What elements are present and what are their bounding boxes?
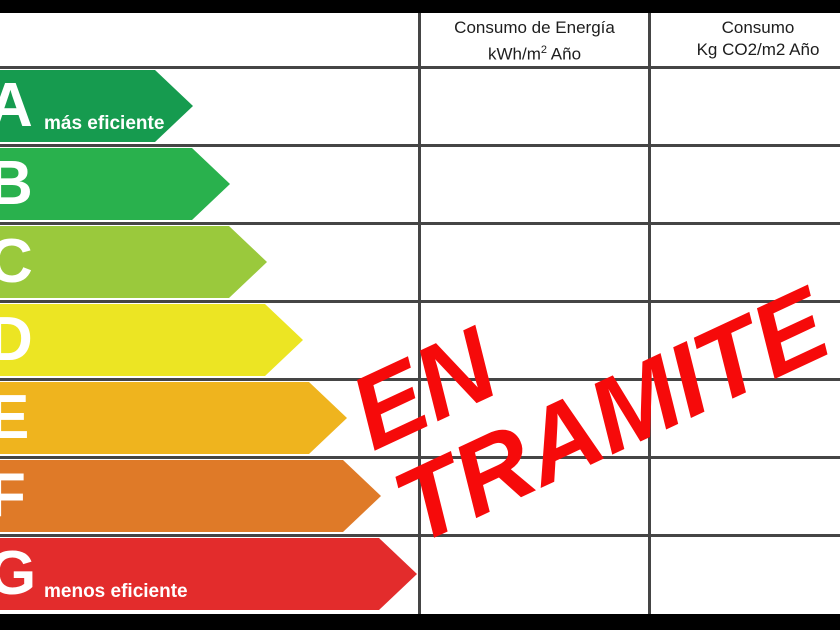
- rating-letter-f: F: [0, 461, 26, 530]
- rating-arrow-c: C: [0, 226, 267, 298]
- header-consumo-energia-line2: kWh/m2 Año: [487, 44, 582, 64]
- row-divider: [0, 378, 840, 381]
- row-divider: [0, 66, 840, 69]
- column-divider-co2: [648, 13, 651, 614]
- letterbox-bottom-bar: [0, 614, 840, 630]
- column-divider-energy: [418, 13, 421, 614]
- rating-arrow-g: G menos eficiente: [0, 538, 417, 610]
- rating-letter-c: C: [0, 227, 33, 296]
- rating-letter-d: D: [0, 305, 33, 374]
- rating-letter-e: E: [0, 383, 30, 452]
- row-divider: [0, 456, 840, 459]
- header-consumo-energia-line1: Consumo de Energía: [454, 18, 615, 37]
- row-divider: [0, 300, 840, 303]
- rating-note-g: menos eficiente: [44, 581, 188, 602]
- rating-arrow-f: F: [0, 460, 381, 532]
- rating-arrow-b: B: [0, 148, 230, 220]
- rating-arrow-e: E: [0, 382, 347, 454]
- header-consumo-co2-line2: Kg CO2/m2 Año: [696, 40, 820, 59]
- rating-arrow-a: A más eficiente: [0, 70, 193, 142]
- header-consumo-co2: Consumo Kg CO2/m2 Año: [652, 17, 840, 61]
- rating-letter-g: G: [0, 539, 37, 608]
- rating-letter-a: A: [0, 71, 33, 140]
- row-divider: [0, 534, 840, 537]
- rating-arrow-d: D: [0, 304, 303, 376]
- rating-note-a: más eficiente: [44, 113, 165, 134]
- header-consumo-energia: Consumo de Energía kWh/m2 Año: [421, 17, 648, 66]
- rating-letter-b: B: [0, 149, 33, 218]
- row-divider: [0, 144, 840, 147]
- header-consumo-co2-line1: Consumo: [721, 18, 795, 37]
- watermark-en-tramite: EN TRAMITE: [329, 177, 840, 566]
- letterbox-top-bar: [0, 0, 840, 13]
- row-divider: [0, 222, 840, 225]
